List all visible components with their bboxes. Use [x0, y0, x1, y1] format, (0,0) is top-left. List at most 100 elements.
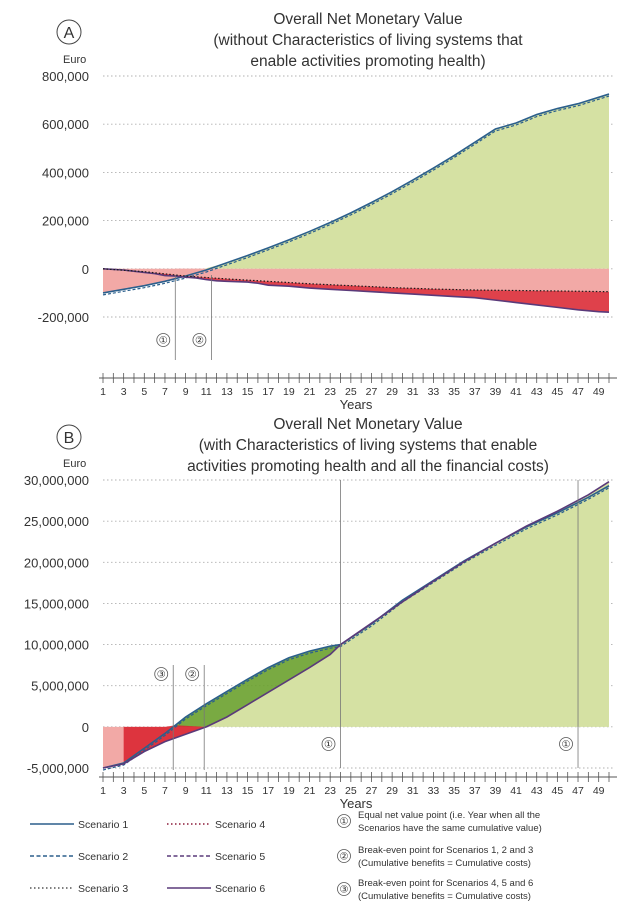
x-tick-label: 41	[510, 386, 522, 398]
marker-label-text: ②	[195, 336, 204, 347]
legend: Scenario 1 Scenario 4 Scenario 2 Scenario 5…	[30, 810, 542, 902]
x-tick-label: 7	[162, 386, 168, 398]
x-tick-label: 23	[324, 785, 336, 797]
series-line-dotted	[102, 268, 610, 293]
legend-label: Scenario 6	[215, 883, 265, 895]
x-tick-label: 39	[490, 386, 502, 398]
marker-label-circle	[185, 667, 200, 681]
y-tick-label: -200,000	[38, 310, 89, 325]
x-tick-label: 5	[141, 386, 147, 398]
legend-note-number-circle	[337, 882, 351, 896]
marker-label-text: ②	[188, 670, 197, 681]
series-line-upper-dashed	[102, 487, 610, 771]
x-tick-label: 23	[324, 386, 336, 398]
panel-a: A Overall Net Monetary Value (without Char…	[38, 11, 617, 412]
x-tick-label: 7	[162, 785, 168, 797]
legend-note-number: ②	[337, 849, 351, 863]
x-tick-label: 31	[407, 785, 419, 797]
legend-label: Scenario 5	[215, 851, 265, 863]
x-tick-label: 31	[407, 386, 419, 398]
x-tick-label: 5	[141, 785, 147, 797]
x-tick-label: 17	[262, 785, 274, 797]
y-tick-label: 30,000,000	[24, 473, 89, 488]
x-tick-label: 35	[448, 386, 460, 398]
series-line-upper	[102, 93, 610, 294]
y-tick-label: 10,000,000	[24, 638, 89, 653]
x-tick-label: 43	[531, 785, 543, 797]
marker-label-circle	[192, 333, 207, 347]
x-tick-label: 25	[345, 785, 357, 797]
x-tick-label: 11	[201, 386, 212, 398]
legend-note: ③ Break-even point for Scenarios 4, 5 and…	[337, 878, 533, 902]
y-tick-label: -5,000,000	[27, 761, 89, 776]
positive-area	[204, 94, 609, 269]
legend-note-text: (Cumulative benefits = Cumulative costs)	[358, 891, 531, 902]
legend-label: Scenario 1	[78, 819, 128, 831]
x-tick-label: 47	[572, 785, 584, 797]
legend-note-text: Equal net value point (i.e. Year when al…	[358, 810, 540, 821]
chart-subtitle: activities promoting health and all the …	[187, 458, 549, 475]
x-tick-label: 37	[469, 386, 481, 398]
legend-item: Scenario 4	[167, 819, 265, 831]
x-tick-label: 3	[121, 785, 127, 797]
y-tick-label: 15,000,000	[24, 596, 89, 611]
x-tick-label: 49	[593, 386, 605, 398]
legend-note-text: Break-even point for Scenarios 4, 5 and …	[358, 878, 533, 889]
legend-note: ① Equal net value point (i.e. Year when a…	[337, 810, 542, 834]
y-tick-label: 400,000	[42, 165, 89, 180]
panel-letter-circle	[56, 19, 82, 45]
series-line-lower	[102, 480, 610, 769]
positive-area	[206, 481, 609, 727]
x-tick-label: 27	[366, 785, 378, 797]
x-tick-label: 33	[428, 386, 440, 398]
x-tick-label: 15	[242, 386, 254, 398]
x-tick-label: 1	[100, 785, 106, 797]
legend-note: ② Break-even point for Scenarios 1, 2 and…	[337, 845, 533, 869]
x-tick-label: 21	[304, 785, 316, 797]
gap-area-red	[123, 725, 207, 764]
x-tick-label: 37	[469, 785, 481, 797]
legend-item: Scenario 3	[30, 883, 128, 895]
legend-note-text: (Cumulative benefits = Cumulative costs)	[358, 858, 531, 869]
legend-item: Scenario 2	[30, 851, 128, 863]
x-tick-label: 39	[490, 785, 502, 797]
x-tick-label: 9	[183, 785, 189, 797]
x-tick-label: 19	[283, 386, 295, 398]
y-tick-label: 0	[82, 262, 89, 277]
chart-title: Overall Net Monetary Value	[273, 416, 462, 433]
y-tick-label: 200,000	[42, 214, 89, 229]
x-tick-label: 29	[386, 785, 398, 797]
x-tick-label: 11	[201, 785, 212, 797]
x-tick-label: 25	[345, 386, 357, 398]
chart-subtitle: (with Characteristics of living systems …	[199, 437, 538, 454]
x-tick-label: 15	[242, 785, 254, 797]
chart-subtitle: enable activities promoting health)	[250, 53, 485, 70]
x-tick-label: 13	[221, 386, 233, 398]
legend-note-text: Break-even point for Scenarios 1, 2 and …	[358, 845, 533, 856]
marker-label-circle	[321, 737, 336, 751]
x-tick-label: 33	[428, 785, 440, 797]
x-tick-label: 19	[283, 785, 295, 797]
marker-label-text: ③	[157, 670, 166, 681]
x-tick-label: 21	[304, 386, 316, 398]
x-tick-label: 49	[593, 785, 605, 797]
series-line-upper-dashed	[102, 95, 610, 296]
marker-label: ①	[156, 333, 171, 347]
x-axis-label: Years	[340, 397, 373, 412]
legend-note-number-circle	[337, 814, 351, 828]
y-tick-label: 0	[82, 720, 89, 735]
marker-label: ②	[192, 333, 207, 347]
y-tick-label: 800,000	[42, 69, 89, 84]
legend-note-number-text: ③	[340, 885, 349, 896]
x-tick-label: 29	[386, 386, 398, 398]
marker-label-text: ①	[562, 740, 571, 751]
y-tick-label: 25,000,000	[24, 514, 89, 529]
y-tick-label: 600,000	[42, 117, 89, 132]
marker-label-circle	[154, 667, 169, 681]
x-axis-label: Years	[340, 796, 373, 811]
negative-area-band	[175, 268, 610, 292]
marker-label: ②	[185, 667, 200, 681]
x-tick-label: 41	[510, 785, 522, 797]
panel-b: B Overall Net Monetary Value (with Charact…	[24, 416, 617, 811]
